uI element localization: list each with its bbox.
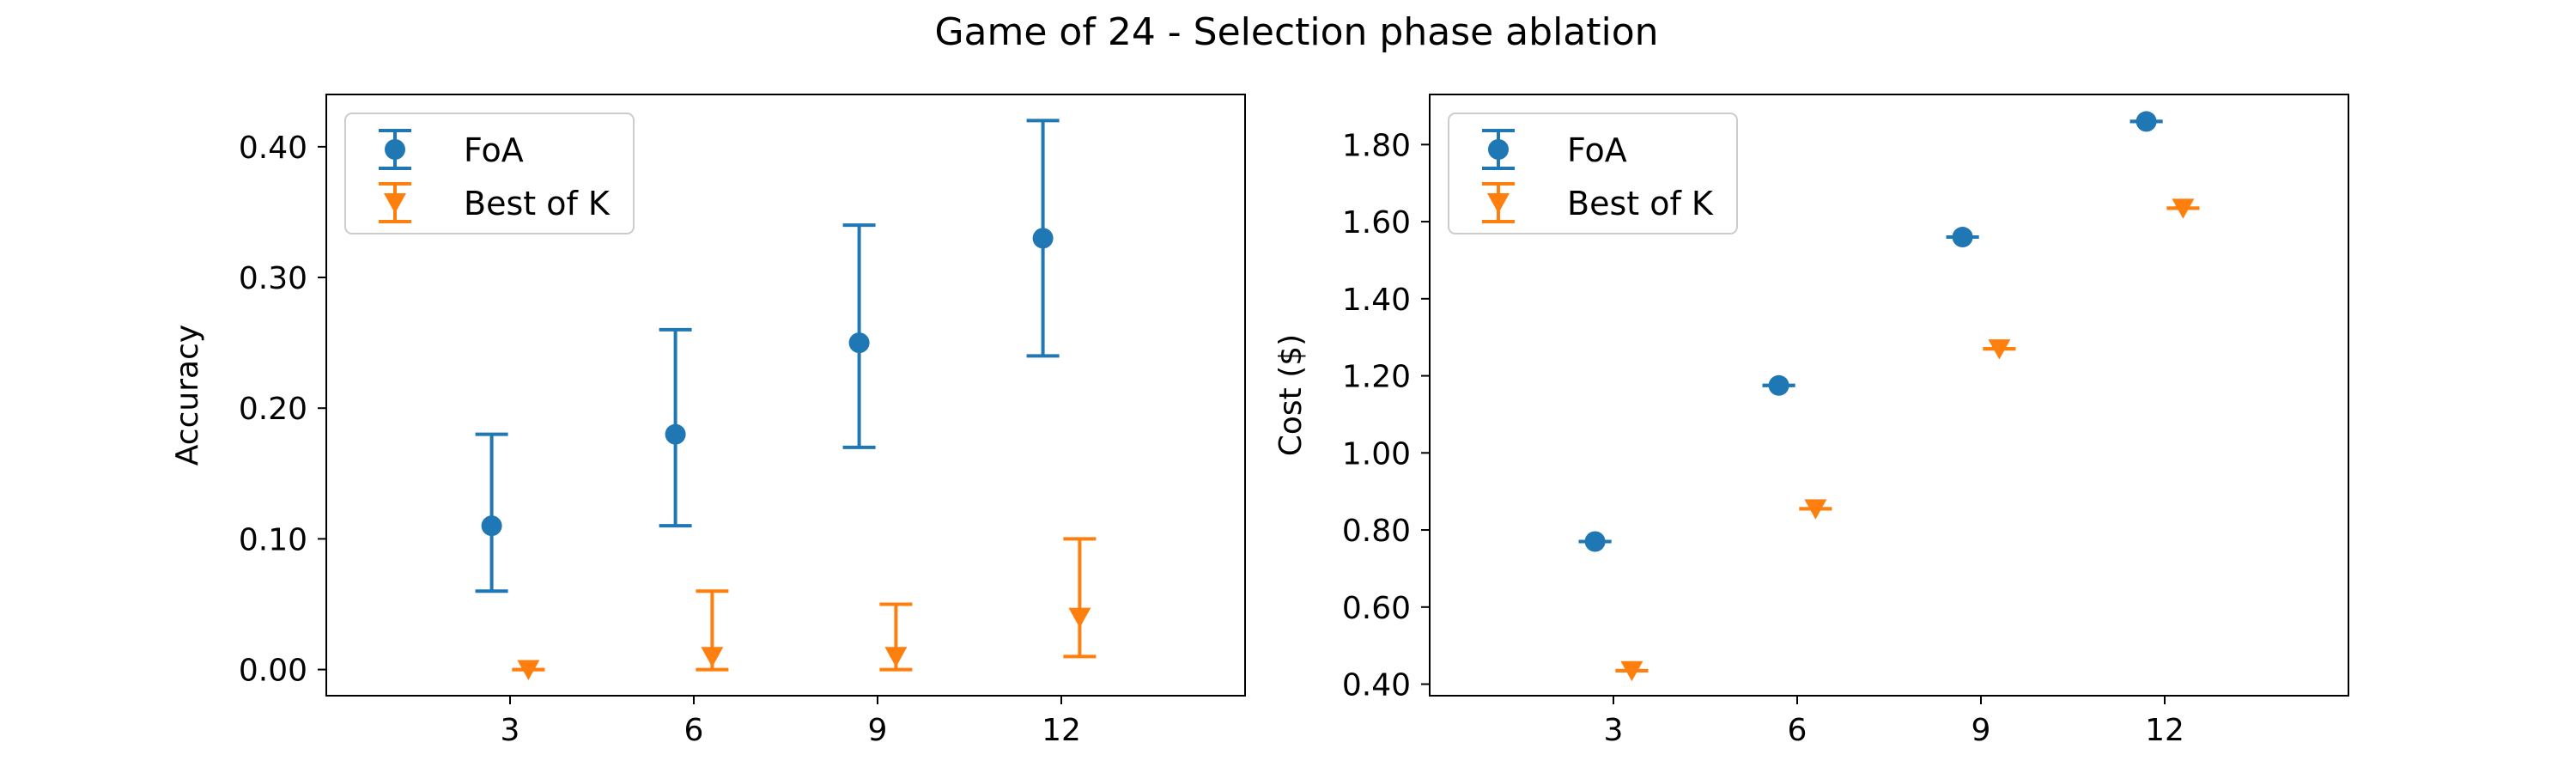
- accuracy-foa-point: [481, 515, 502, 537]
- cost-y-tick-label: 1.20: [1342, 360, 1411, 395]
- accuracy-x-tick-label: 6: [684, 713, 704, 748]
- figure-title: Game of 24 - Selection phase ablation: [934, 10, 1658, 54]
- cost-y-tick-label: 1.00: [1342, 436, 1411, 472]
- cost-legend: FoA Best of K: [1448, 113, 1738, 234]
- cost-y-tick-label: 1.80: [1342, 128, 1411, 163]
- accuracy-y-tick-label: 0.10: [239, 522, 307, 557]
- accuracy-foa-point: [665, 423, 686, 445]
- accuracy-plot-frame: [325, 94, 1246, 697]
- accuracy-chart: 0.00 0.10 0.20 0.30 0.40 3 6 9 12 Accuracy FoA Best…: [170, 94, 1246, 748]
- accuracy-legend-box: [344, 113, 635, 234]
- cost-y-tick-label: 1.60: [1342, 205, 1411, 240]
- accuracy-x-tick-label: 9: [868, 713, 888, 748]
- accuracy-bestofk-point: [1068, 607, 1091, 629]
- cost-plot-frame: [1429, 94, 2349, 697]
- cost-legend-box: [1448, 113, 1738, 234]
- accuracy-foa-point: [848, 332, 870, 354]
- accuracy-legend-bestofk-label: Best of K: [464, 185, 611, 222]
- cost-bestofk-point: [1804, 499, 1827, 520]
- cost-legend-foa-marker: [1488, 139, 1509, 160]
- accuracy-x-tick-label: 3: [501, 713, 520, 748]
- cost-legend-bestofk-marker: [1487, 192, 1510, 214]
- cost-foa-point: [2136, 111, 2157, 132]
- cost-legend-bestofk-label: Best of K: [1567, 185, 1714, 222]
- accuracy-legend-foa-marker: [385, 139, 405, 160]
- cost-y-tick-label: 0.60: [1342, 591, 1411, 626]
- accuracy-y-axis-label: Accuracy: [170, 325, 205, 466]
- accuracy-legend-bestofk-marker: [384, 192, 406, 214]
- cost-bestofk-point: [2172, 198, 2195, 219]
- cost-foa-point: [1584, 531, 1606, 552]
- accuracy-x-tick-label: 12: [1042, 713, 1081, 748]
- cost-x-tick-label: 12: [2145, 713, 2184, 748]
- accuracy-legend: FoA Best of K: [344, 113, 635, 234]
- cost-y-tick-label: 0.40: [1342, 668, 1411, 703]
- accuracy-foa-point: [1032, 228, 1054, 249]
- cost-bestofk-point: [1988, 339, 2011, 360]
- cost-y-tick-label: 0.80: [1342, 514, 1411, 549]
- accuracy-y-tick-label: 0.20: [239, 392, 307, 427]
- accuracy-bestofk-point: [884, 647, 908, 667]
- cost-x-tick-label: 9: [1971, 713, 1991, 748]
- accuracy-bestofk-point: [517, 660, 540, 680]
- accuracy-y-tick-label: 0.30: [239, 261, 307, 296]
- cost-foa-point: [1768, 374, 1789, 396]
- cost-x-tick-label: 3: [1604, 713, 1624, 748]
- cost-y-tick-label: 1.40: [1342, 283, 1411, 318]
- cost-legend-foa-label: FoA: [1567, 131, 1627, 169]
- accuracy-bestofk-point: [701, 647, 724, 667]
- cost-bestofk-point: [1620, 660, 1643, 682]
- accuracy-y-tick-label: 0.00: [239, 654, 307, 689]
- cost-chart: 0.40 0.60 0.80 1.00 1.20 1.40 1.60 1.80 3 6 9 12 Cos…: [1273, 94, 2349, 748]
- cost-y-axis-label: Cost ($): [1273, 334, 1309, 456]
- cost-x-tick-label: 6: [1788, 713, 1807, 748]
- accuracy-legend-foa-label: FoA: [464, 131, 524, 169]
- accuracy-y-tick-label: 0.40: [239, 131, 307, 166]
- cost-foa-point: [1952, 227, 1973, 248]
